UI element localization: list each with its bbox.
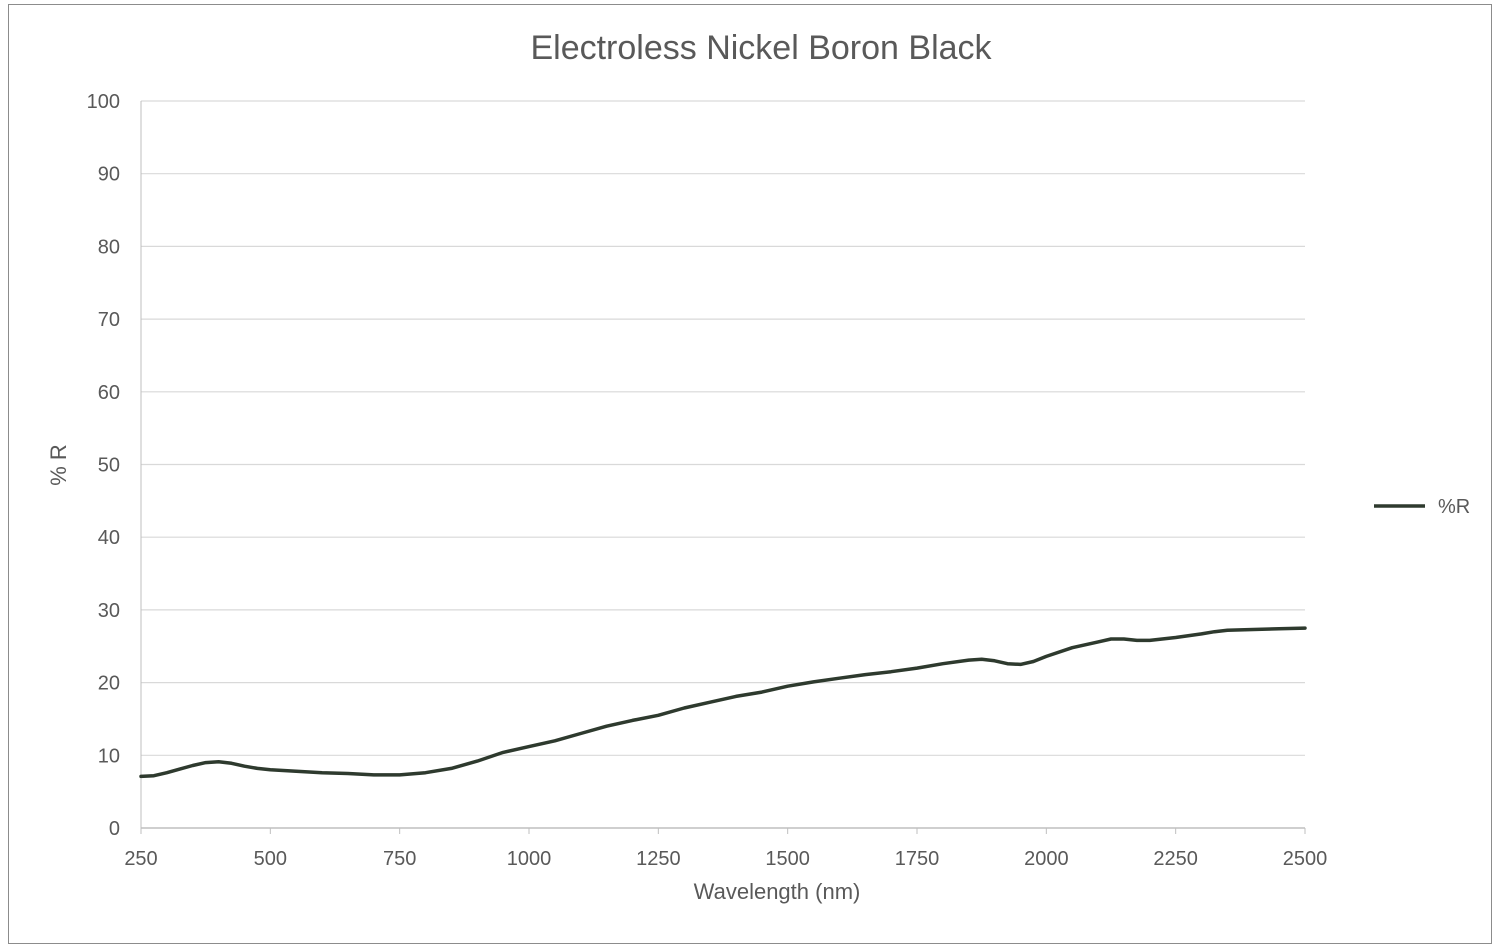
series-line-0 <box>139 626 1307 779</box>
x-tick-label: 250 <box>124 848 157 870</box>
x-axis-label: Wavelength (nm) <box>694 879 861 904</box>
y-tick-label: 60 <box>98 382 120 404</box>
y-axis-label: % R <box>46 444 71 486</box>
y-tick-label: 10 <box>98 745 120 767</box>
y-tick-label: 40 <box>98 527 120 549</box>
gridlines <box>141 100 1305 756</box>
x-tick-label: 2500 <box>1283 848 1328 870</box>
x-tick-label: 500 <box>254 848 287 870</box>
x-axis-ticks: 250 500 750 1000 1250 1500 1750 2000 2250 2500 <box>124 828 1327 870</box>
x-tick-label: 1250 <box>636 848 681 870</box>
y-tick-label: 0 <box>109 818 120 840</box>
y-tick-label: 70 <box>98 309 120 331</box>
x-tick-label: 1000 <box>507 848 552 870</box>
y-axis-ticks: 0 10 20 30 40 50 60 70 80 90 100 <box>87 91 120 840</box>
chart-frame <box>8 4 1492 944</box>
y-tick-label: 30 <box>98 600 120 622</box>
x-tick-label: 2250 <box>1153 848 1198 870</box>
y-tick-label: 20 <box>98 673 120 695</box>
x-tick-label: 2000 <box>1024 848 1069 870</box>
y-tick-label: 50 <box>98 455 120 477</box>
x-tick-label: 750 <box>383 848 416 870</box>
chart-title: Electroless Nickel Boron Black <box>530 29 992 67</box>
legend-label: %R <box>1438 496 1470 518</box>
series-group <box>139 626 1307 779</box>
x-tick-label: 1500 <box>765 848 810 870</box>
y-tick-label: 80 <box>98 236 120 258</box>
y-tick-label: 90 <box>98 164 120 186</box>
y-tick-label: 100 <box>87 91 120 113</box>
x-tick-label: 1750 <box>895 848 940 870</box>
legend: %R <box>1374 496 1470 518</box>
